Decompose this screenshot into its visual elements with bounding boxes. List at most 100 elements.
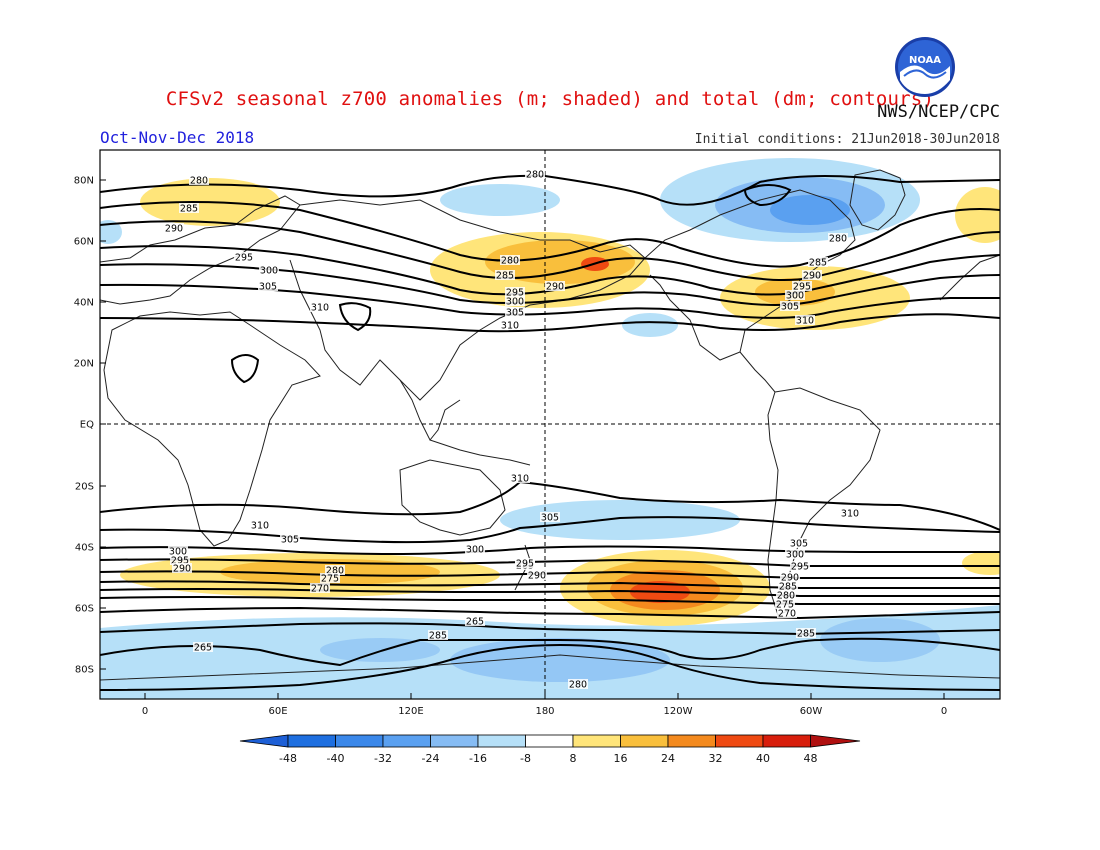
contour-label-bg <box>568 679 588 689</box>
contour-label: 280 <box>501 256 519 267</box>
contour-label-bg <box>525 169 545 179</box>
contour-label: 290 <box>803 271 821 282</box>
anomaly-subtropical-pacific-negative <box>622 313 678 337</box>
lat-tick-label: 80S <box>75 665 94 676</box>
contour-label: 290 <box>528 571 546 582</box>
contour-labels: 2802852902953003053102802802852953003052… <box>164 169 860 691</box>
latitude-axis: 80N 60N 40N 20N EQ 20S 40S 60S 80S <box>74 176 106 676</box>
anomaly-south-pacific-negative <box>820 618 940 662</box>
contour-label: 310 <box>511 474 529 485</box>
contour-label-bg <box>802 270 822 280</box>
longitude-axis: 0 60E 120E 180 120W 60W 0 <box>142 693 947 717</box>
contour-label-bg <box>790 561 810 571</box>
contour-label: 280 <box>777 591 795 602</box>
colorbar-label: -16 <box>469 752 487 765</box>
contour-label-bg <box>280 534 300 544</box>
contour-label: 305 <box>781 302 799 313</box>
contour-s-280 <box>100 588 1000 597</box>
contour-label: 295 <box>791 562 809 573</box>
contour-n-295 <box>100 245 1000 296</box>
contour-label: 310 <box>796 316 814 327</box>
contour-label-bg <box>777 608 797 618</box>
contour-s-285 <box>100 580 1000 589</box>
contour-label-bg <box>193 642 213 652</box>
colorbar-swatch <box>287 734 336 748</box>
contour-label: 270 <box>778 609 796 620</box>
contour-label-bg <box>792 281 812 291</box>
contour-label: 275 <box>321 574 339 585</box>
lat-tick-label: 40N <box>74 298 94 309</box>
contour-label: 310 <box>251 521 269 532</box>
colorbar: -48 -40 -32 -24 -16 -8 8 16 24 32 40 48 <box>239 734 861 765</box>
contour-label: 280 <box>569 680 587 691</box>
lat-tick-label: 60N <box>74 237 94 248</box>
contour-label: 300 <box>169 547 187 558</box>
contour-label-bg <box>310 583 330 593</box>
contour-label-bg <box>234 252 254 262</box>
contour-s-280-ring <box>100 643 1000 691</box>
contour-label-bg <box>465 616 485 626</box>
colorbar-label: -48 <box>279 752 297 765</box>
contour-label: 295 <box>516 559 534 570</box>
contour-label-bg <box>164 223 184 233</box>
contour-label: 265 <box>194 643 212 654</box>
contour-label: 295 <box>171 556 189 567</box>
contour-n-310 <box>100 313 1000 333</box>
contour-label: 285 <box>180 204 198 215</box>
contour-s-275 <box>100 596 1000 605</box>
anomaly-canada-negative-core <box>770 195 850 225</box>
lat-tick-label: 20N <box>74 359 94 370</box>
coast-indonesia <box>429 439 531 466</box>
contour-label: 300 <box>260 266 278 277</box>
lon-tick-label: 120E <box>398 706 423 717</box>
contour-label-bg <box>179 203 199 213</box>
contour-label: 285 <box>496 271 514 282</box>
anomaly-scandinavia-positive <box>955 187 1000 243</box>
contour-label-bg <box>515 558 535 568</box>
contour-label: 280 <box>326 566 344 577</box>
lon-tick-label: 60E <box>268 706 287 717</box>
colorbar-label: 24 <box>661 752 675 765</box>
contour-label: 295 <box>235 253 253 264</box>
contour-label-bg <box>258 281 278 291</box>
initial-conditions-label: Initial conditions: 21Jun2018-30Jun2018 <box>694 132 1000 147</box>
lon-tick-label: 60W <box>800 706 823 717</box>
contour-label-bg <box>780 301 800 311</box>
contour-label-bg <box>776 590 796 600</box>
coast-central-america <box>739 351 776 393</box>
contour-label-bg <box>808 257 828 267</box>
colorbar-label: -40 <box>327 752 345 765</box>
lat-tick-label: 60S <box>75 604 94 615</box>
coast-africa <box>103 311 321 547</box>
lon-tick-label: 0 <box>142 706 148 717</box>
contour-tibet <box>338 302 372 332</box>
colorbar-label: 48 <box>804 752 818 765</box>
contour-label: 285 <box>797 629 815 640</box>
colorbar-label: 32 <box>709 752 723 765</box>
contour-label-bg <box>540 512 560 522</box>
contour-label-bg <box>505 287 525 297</box>
colorbar-swatch <box>620 734 669 748</box>
lat-tick-label: EQ <box>80 420 94 431</box>
anomaly-arctic-negative <box>440 184 560 216</box>
colorbar-low-arrow <box>239 734 289 748</box>
contour-label: 275 <box>776 600 794 611</box>
anomaly-south-america-east-positive <box>962 551 1000 575</box>
anomaly-shading <box>100 158 1000 699</box>
contour-label-bg <box>510 473 530 483</box>
agency-label: NWS/NCEP/CPC <box>877 102 1000 122</box>
contour-label: 305 <box>506 308 524 319</box>
contour-label: 310 <box>501 321 519 332</box>
contour-label-bg <box>796 628 816 638</box>
contour-label-bg <box>172 563 192 573</box>
coast-antarctica <box>100 654 1000 681</box>
contour-label: 310 <box>841 509 859 520</box>
colorbar-swatch <box>572 734 621 748</box>
anomaly-south-indian-negative <box>320 638 440 662</box>
colorbar-swatch <box>667 734 716 748</box>
contour-label-bg <box>775 599 795 609</box>
colorbar-swatch <box>430 734 479 748</box>
contour-label-bg <box>828 233 848 243</box>
contour-label: 285 <box>779 582 797 593</box>
